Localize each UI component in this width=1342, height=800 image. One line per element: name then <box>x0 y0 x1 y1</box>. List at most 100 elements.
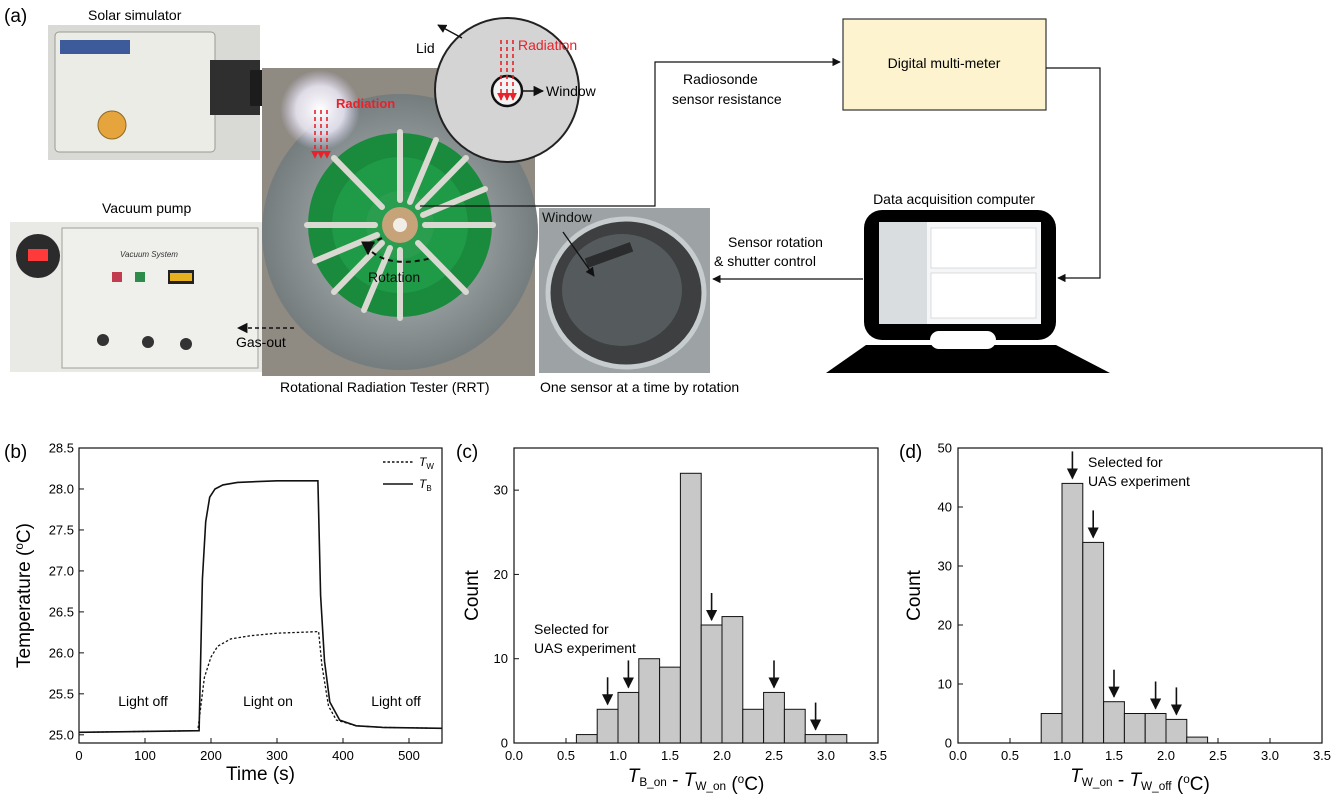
annotation-light-on: Light on <box>243 693 293 709</box>
x-tick-label: 0.0 <box>505 748 523 763</box>
y-tick-label: 10 <box>938 677 952 692</box>
x-tick-label: 1.0 <box>609 748 627 763</box>
window-photo <box>539 208 710 373</box>
histogram-bar <box>804 734 827 744</box>
y-axis-title: Count <box>462 569 483 620</box>
y-tick-label: 30 <box>938 559 952 574</box>
histogram-bar <box>1144 713 1167 744</box>
digital-multimeter-box <box>842 18 1047 111</box>
sensor-rotation-label-1: Sensor rotation <box>728 234 823 250</box>
y-tick-label: 30 <box>494 483 508 498</box>
x-tick-label: 1.5 <box>661 748 679 763</box>
vacuum-pump-label: Vacuum pump <box>102 200 191 216</box>
dmm-to-computer-line <box>1046 67 1101 283</box>
lid-radiation-label: Radiation <box>518 37 577 53</box>
histogram-bar <box>721 616 744 744</box>
histogram-bar <box>575 734 598 744</box>
x-tick-label: 0.5 <box>557 748 575 763</box>
histogram-bar <box>679 472 702 744</box>
y-tick-label: 27.0 <box>49 563 74 578</box>
x-tick-label: 3.5 <box>869 748 887 763</box>
panel-b-label: (b) <box>4 442 27 463</box>
panel-c-label: (c) <box>456 442 478 463</box>
series-line-tb <box>78 479 443 734</box>
x-axis-title: TW_on - TW_off (oC) <box>1070 766 1210 795</box>
lid-window-label: Window <box>546 83 597 99</box>
histogram-bar <box>700 624 723 744</box>
y-tick-label: 25.5 <box>49 686 74 701</box>
annotation-line-2: UAS experiment <box>534 640 636 656</box>
y-tick-label: 0 <box>501 736 508 751</box>
y-tick-label: 40 <box>938 500 952 515</box>
x-tick-label: 1.5 <box>1105 748 1123 763</box>
x-axis-title: Time (s) <box>226 764 295 785</box>
series-line-tw <box>78 630 443 733</box>
y-tick-label: 26.5 <box>49 604 74 619</box>
window-photo-label: Window <box>542 209 593 225</box>
sensor-rotation-label-2: & shutter control <box>714 253 816 269</box>
y-tick-label: 28.5 <box>49 441 74 456</box>
digital-multimeter-label: Digital multi-meter <box>888 55 1001 71</box>
y-tick-label: 27.5 <box>49 522 74 537</box>
legend-entry: TW <box>419 455 434 471</box>
vacuum-pump-photo: Vacuum System <box>10 222 262 372</box>
annotation-light-off-1: Light off <box>118 693 168 709</box>
histogram-bar <box>659 666 681 744</box>
histogram-bar <box>1165 718 1188 744</box>
x-tick-label: 3.0 <box>1261 748 1279 763</box>
y-tick-label: 28.0 <box>49 481 74 496</box>
laptop-icon <box>826 210 1110 373</box>
one-sensor-caption: One sensor at a time by rotation <box>540 379 739 395</box>
daq-label: Data acquisition computer <box>873 191 1035 207</box>
x-tick-label: 0.5 <box>1001 748 1019 763</box>
vacuum-system-text: Vacuum System <box>120 250 178 259</box>
plot-frame <box>78 447 443 744</box>
histogram-bar <box>1186 736 1209 744</box>
y-axis-title: Count <box>904 569 925 620</box>
annotation-line-1: Selected for <box>534 621 609 637</box>
panel-b-chart: (b) 0 100 200 300 400 500 25.0 25.5 26.0 26.5 27.0… <box>4 441 443 785</box>
histogram-bar <box>1103 701 1125 744</box>
legend-entry: TB <box>419 477 432 493</box>
histogram-bar <box>596 708 619 744</box>
y-tick-label: 26.0 <box>49 645 74 660</box>
x-tick-label: 2.0 <box>1157 748 1175 763</box>
y-tick-label: 20 <box>494 567 508 582</box>
x-tick-label: 100 <box>134 748 156 763</box>
y-axis-title: Temperature (oC) <box>13 523 35 668</box>
histogram-bar <box>1123 713 1146 744</box>
histogram-bar <box>617 691 640 744</box>
y-tick-label: 25.0 <box>49 727 74 742</box>
solar-simulator-label: Solar simulator <box>88 7 182 23</box>
radiosonde-label-1: Radiosonde <box>683 71 758 87</box>
sensor-resistance-line <box>420 57 841 207</box>
histogram-bar <box>763 691 785 744</box>
histogram-bar <box>1082 541 1105 744</box>
x-tick-label: 500 <box>398 748 420 763</box>
x-tick-label: 400 <box>332 748 354 763</box>
rrt-radiation-label: Radiation <box>336 96 395 111</box>
y-tick-label: 10 <box>494 651 508 666</box>
annotation-line-2: UAS experiment <box>1088 473 1190 489</box>
x-tick-label: 2.5 <box>765 748 783 763</box>
x-tick-label: 1.0 <box>1053 748 1071 763</box>
panel-d-chart: (d) 0.0 0.5 1.0 1.5 2.0 2.5 3.0 3.5 0 10 20 30 40 50 S… <box>899 441 1331 796</box>
y-tick-label: 20 <box>938 618 952 633</box>
y-tick-label: 0 <box>945 736 952 751</box>
lid-label: Lid <box>416 40 435 56</box>
lid-diagram <box>434 17 580 163</box>
histogram-bar <box>638 658 661 744</box>
panel-d-label: (d) <box>899 442 922 463</box>
panel-a-label: (a) <box>4 6 27 27</box>
y-tick-label: 50 <box>938 441 952 456</box>
histogram-bar <box>783 708 806 744</box>
panel-c-chart: (c) 0.0 0.5 1.0 1.5 2.0 2.5 3.0 3.5 0 10 20 30 Selec… <box>456 442 887 795</box>
plot-frame <box>957 447 1323 744</box>
histogram-bar <box>825 734 848 744</box>
gas-out-label: Gas-out <box>236 334 286 350</box>
x-tick-label: 3.5 <box>1313 748 1331 763</box>
x-tick-label: 0.0 <box>949 748 967 763</box>
radiosonde-label-2: sensor resistance <box>672 91 782 107</box>
x-tick-label: 3.0 <box>817 748 835 763</box>
